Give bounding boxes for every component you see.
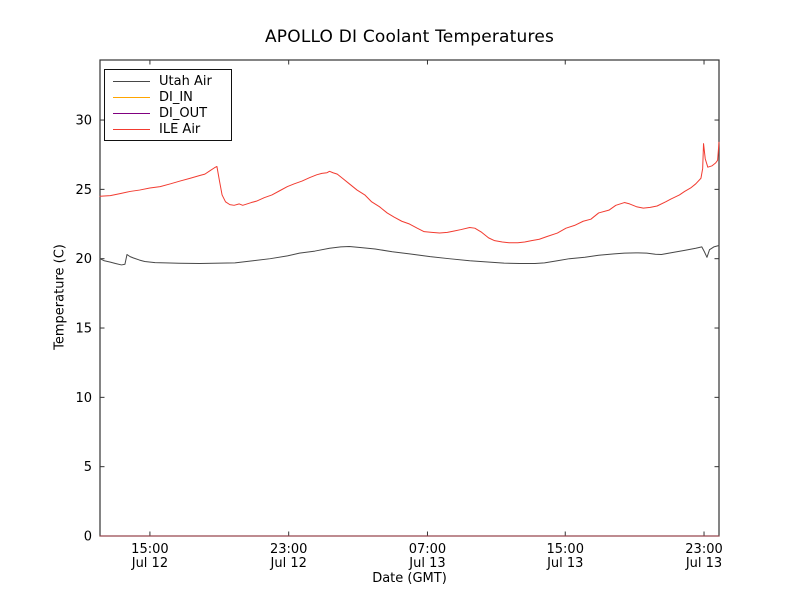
y-axis-label: Temperature (C) [52,244,68,350]
legend-line-sample-ile-air [113,129,150,131]
y-tick-label: 15 [75,322,92,337]
legend-item-utah-air: Utah Air [113,73,231,89]
legend-label: DI_OUT [159,105,208,121]
x-tick-label-date: Jul 13 [546,556,583,571]
y-tick-label: 5 [84,460,92,475]
y-tick-label: 25 [75,183,92,198]
x-tick-label-time: 23:00 [270,542,307,557]
x-tick-label-date: Jul 12 [131,556,168,571]
y-tick-label: 10 [75,391,92,406]
series-line-ile-air [99,141,720,244]
x-tick-label-time: 07:00 [409,542,446,557]
legend-label: ILE Air [159,122,201,138]
legend-label: Utah Air [159,73,212,89]
legend-item-ile-air: ILE Air [113,122,231,138]
legend-line-sample-di-out [113,112,150,114]
y-tick-label: 20 [75,252,92,267]
legend-line-sample-di-in [113,96,150,98]
chart-title: APOLLO DI Coolant Temperatures [264,27,555,47]
legend-line-sample-utah-air [113,80,150,82]
x-tick-label-time: 15:00 [547,542,584,557]
legend-item-di-in: DI_IN [113,89,231,105]
legend: Utah Air DI_IN DI_OUT ILE Air [104,69,232,141]
x-tick-label-time: 23:00 [685,542,722,557]
x-tick-label-date: Jul 13 [685,556,722,571]
series-line-utah-air [99,245,720,266]
legend-label: DI_IN [159,89,193,105]
x-tick-label-time: 15:00 [131,542,168,557]
y-tick-label: 30 [75,114,92,129]
x-tick-label-date: Jul 12 [270,556,307,571]
legend-item-di-out: DI_OUT [113,105,231,121]
y-tick-label: 0 [84,530,92,545]
x-tick-label-date: Jul 13 [408,556,445,571]
x-axis-label: Date (GMT) [372,571,447,586]
